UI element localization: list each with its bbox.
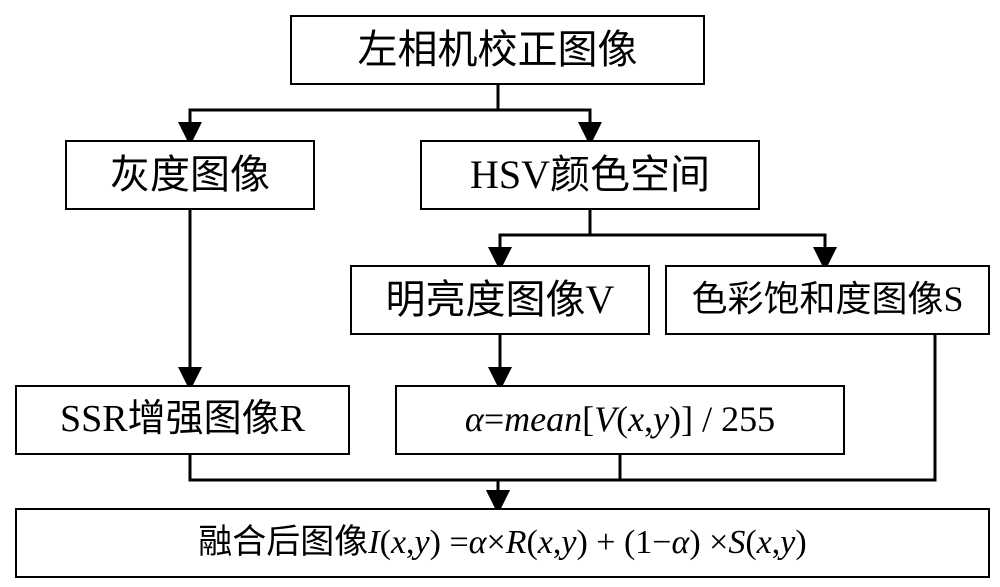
node-v: 明亮度图像V <box>350 265 650 335</box>
node-top: 左相机校正图像 <box>290 15 705 85</box>
node-alpha: α = mean[V (x, y)] / 255 <box>395 385 845 455</box>
node-fusion: 融合后图像 I(x, y) = α × R(x, y) + (1−α) × S(… <box>15 508 990 578</box>
edge-top-to-hsv <box>498 85 590 140</box>
node-gray: 灰度图像 <box>65 140 315 210</box>
edge-hsv-to-s <box>590 210 825 265</box>
edge-alpha-to-fusion <box>498 455 620 508</box>
node-hsv: HSV颜色空间 <box>420 140 760 210</box>
edge-hsv-to-v <box>500 210 590 265</box>
edge-top-to-gray <box>190 85 498 140</box>
node-ssr: SSR增强图像R <box>15 385 350 455</box>
node-s: 色彩饱和度图像S <box>665 265 990 335</box>
edge-ssr-to-fusion <box>190 455 498 508</box>
